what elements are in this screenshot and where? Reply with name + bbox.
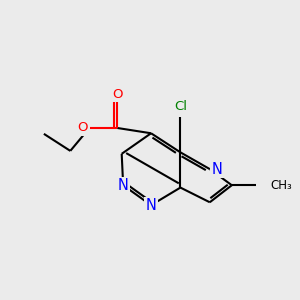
Text: O: O [78,122,88,134]
Text: N: N [212,162,223,177]
Text: N: N [146,198,157,213]
Text: O: O [112,88,122,101]
Text: Cl: Cl [174,100,187,113]
Text: CH₃: CH₃ [270,179,292,192]
Text: N: N [118,178,129,193]
